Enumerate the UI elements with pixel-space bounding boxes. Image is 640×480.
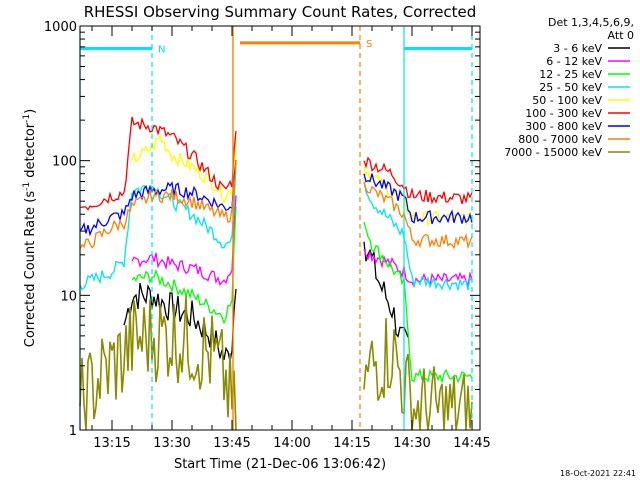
- y-tick-label-4: 1000: [44, 20, 77, 35]
- legend-label-9: 7000 - 15000 keV: [504, 146, 602, 159]
- legend-label-5: 50 - 100 keV: [532, 94, 602, 107]
- series-line-4-segment-2: [363, 181, 473, 292]
- legend-label-2: 6 - 12 keV: [546, 55, 602, 68]
- legend-label-4: 25 - 50 keV: [539, 81, 602, 94]
- flag-label-1: N: [158, 45, 165, 56]
- plot-frame: [79, 25, 481, 431]
- series-line-6-segment-2: [363, 156, 473, 205]
- x-tick-label-1: 13:15: [93, 436, 130, 451]
- legend-header-line2: Att 0: [608, 29, 634, 42]
- series-line-3-segment-2: [363, 221, 473, 384]
- legend-label-1: 3 - 6 keV: [553, 42, 602, 55]
- series-line-4-segment-1: [79, 162, 237, 291]
- legend-label-8: 800 - 7000 keV: [518, 133, 602, 146]
- series-line-9-segment-2: [363, 318, 473, 431]
- x-tick-label-6: 14:30: [393, 436, 430, 451]
- x-tick-label-4: 14:00: [273, 436, 310, 451]
- y-tick-label-2: 10: [60, 289, 77, 304]
- series-line-2-segment-1: [131, 195, 237, 286]
- y-tick-label-1: 1: [69, 424, 77, 439]
- legend-label-3: 12 - 25 keV: [539, 68, 602, 81]
- legend-header-line1: Det 1,3,4,5,6,9,: [548, 16, 634, 29]
- axes: 1 10 100 1000 13:15 13:30 13:45 14:00 14:15 14:30…: [44, 20, 491, 451]
- y-axis-label: Corrected Count Rate (s-1 detector-1): [22, 109, 38, 347]
- generation-timestamp: 18-Oct-2021 22:41: [560, 469, 636, 478]
- x-tick-label-2: 13:30: [153, 436, 190, 451]
- x-tick-label-5: 14:15: [333, 436, 370, 451]
- legend-label-7: 300 - 800 keV: [525, 120, 602, 133]
- y-tick-label-3: 100: [52, 155, 77, 170]
- series-line-1-segment-2: [363, 241, 409, 338]
- series-line-7-segment-2: [363, 173, 473, 225]
- series-line-3-segment-1: [131, 206, 237, 325]
- series-line-7-segment-1: [79, 159, 237, 237]
- series-line-9-segment-1: [79, 295, 237, 431]
- plot-area: NS: [79, 26, 473, 431]
- legend-label-6: 100 - 300 keV: [525, 107, 602, 120]
- x-tick-label-3: 13:45: [213, 436, 250, 451]
- series-line-8-segment-2: [363, 181, 473, 250]
- flag-label-2: S: [366, 39, 372, 50]
- chart-title: RHESSI Observing Summary Count Rates, Co…: [84, 3, 477, 21]
- x-axis-label: Start Time (21-Dec-06 13:06:42): [174, 457, 386, 472]
- x-tick-label-7: 14:45: [453, 436, 490, 451]
- series-line-8-segment-1: [79, 160, 237, 250]
- series-line-6-segment-1: [79, 116, 237, 211]
